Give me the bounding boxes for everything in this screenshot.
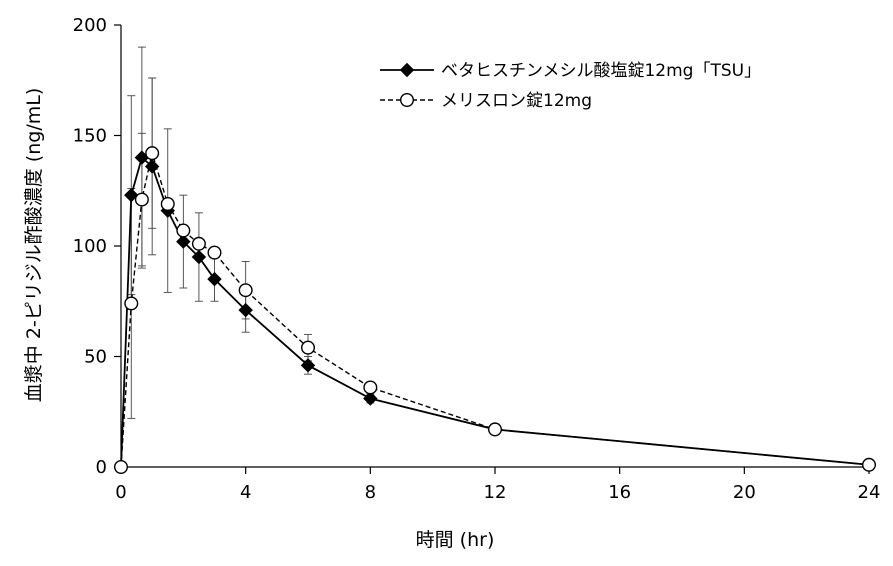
x-tick-label: 12: [484, 482, 507, 503]
legend-marker: [400, 92, 415, 107]
data-point-series-1: [207, 271, 222, 287]
data-point-series-2: [134, 192, 149, 207]
series-lines: [120, 150, 870, 468]
y-tick-label: 0: [96, 457, 107, 478]
data-point-series-2: [176, 223, 191, 238]
data-point-series-2: [145, 146, 160, 161]
ticks: 0 50 100 150 200 0 4 8 12 16 20 24: [73, 15, 881, 503]
data-point-series-2: [191, 236, 206, 251]
data-point-series-2: [363, 380, 378, 395]
legend-marker: [399, 62, 415, 78]
y-tick-label: 150: [73, 126, 107, 147]
y-tick-label: 200: [73, 15, 107, 36]
data-point-series-2: [124, 296, 139, 311]
data-point-series-1: [176, 234, 191, 249]
y-tick-label: 100: [73, 236, 107, 257]
x-tick-label: 24: [858, 482, 881, 503]
legend-label: メリスロン錠12mg: [441, 91, 592, 111]
data-point-series-1: [144, 159, 160, 174]
data-point-series-2: [113, 460, 128, 475]
data-point-series-1: [300, 358, 316, 373]
data-point-series-1: [363, 391, 378, 406]
data-point-series-1: [191, 249, 207, 265]
x-tick-label: 8: [365, 482, 376, 503]
legend-label: ベタヒスチンメシル酸塩錠12mg「TSU」: [441, 61, 761, 81]
data-point-series-2: [301, 340, 316, 355]
legend: ベタヒスチンメシル酸塩錠12mg「TSU」メリスロン錠12mg: [380, 61, 761, 111]
data-point-series-2: [160, 197, 175, 212]
x-tick-label: 20: [733, 482, 756, 503]
data-point-series-2: [238, 283, 253, 298]
series-line-2: [120, 150, 870, 468]
data-point-series-2: [862, 457, 877, 472]
x-axis-title: 時間 (hr): [416, 529, 495, 551]
data-point-series-1: [124, 187, 139, 203]
data-point-series-2: [207, 245, 222, 260]
y-axis-title: 血漿中 2-ピリジル酢酸濃度 (ng/mL): [23, 88, 45, 402]
x-tick-label: 0: [115, 482, 126, 503]
x-tick-label: 4: [240, 482, 251, 503]
x-tick-label: 16: [608, 482, 631, 503]
data-point-series-2: [488, 422, 503, 437]
data-point-series-1: [238, 302, 253, 318]
markers: [113, 146, 877, 475]
series-line-1: [120, 155, 870, 468]
y-tick-label: 50: [84, 347, 107, 368]
